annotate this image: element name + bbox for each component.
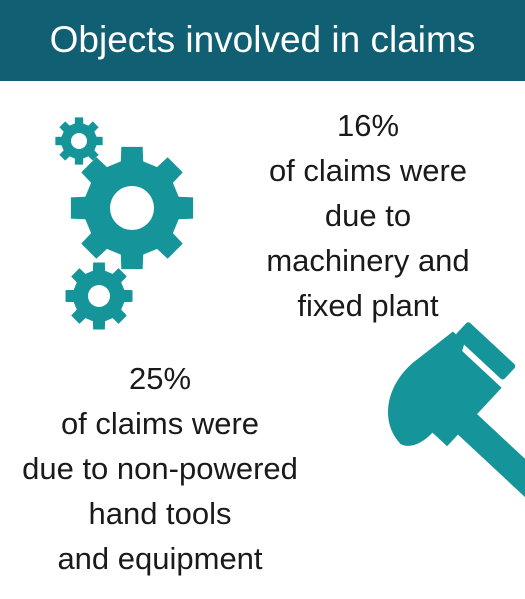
gear-shape	[65, 262, 133, 330]
gear-shape	[55, 117, 103, 165]
stat-hand-tools: 25% of claims were due to non-powered ha…	[0, 356, 320, 581]
stat-line: due to non-powered	[22, 451, 298, 486]
stat-line: machinery and	[266, 243, 470, 278]
stat-value: 25%	[128, 361, 192, 396]
small-gear-top-icon	[55, 117, 103, 165]
stat-line: and equipment	[57, 541, 263, 576]
large-gear-icon	[70, 146, 194, 270]
header-banner: Objects involved in claims	[0, 0, 525, 81]
stat-line: hand tools	[88, 496, 232, 531]
stat-line: due to	[324, 198, 412, 233]
stat-line: of claims were	[60, 406, 260, 441]
stat-value: 16%	[336, 108, 400, 143]
small-gear-bottom-icon	[65, 262, 133, 330]
stat-line: fixed plant	[297, 288, 439, 323]
page-title: Objects involved in claims	[49, 19, 476, 60]
stat-machinery: 16% of claims were due to machinery and …	[232, 103, 504, 328]
gear-shape	[70, 146, 194, 270]
stat-line: of claims were	[268, 153, 468, 188]
